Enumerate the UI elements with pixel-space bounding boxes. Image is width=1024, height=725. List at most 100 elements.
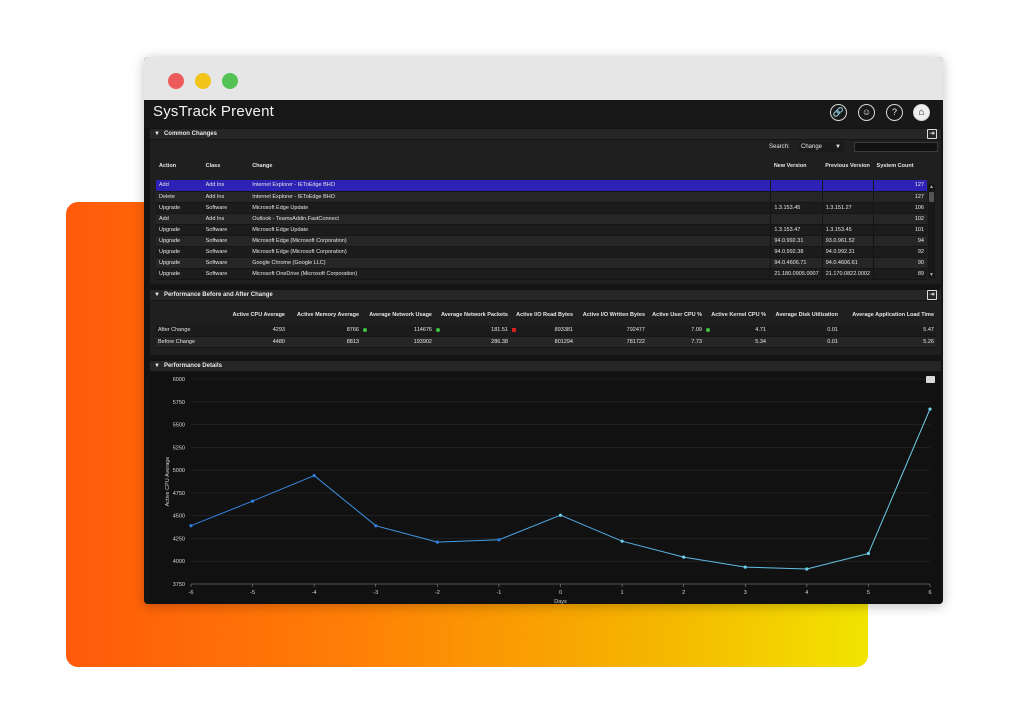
performance-details-header[interactable]: ▼ Performance Details: [150, 361, 941, 371]
data-point: [497, 538, 501, 542]
cell-system-count: 90: [873, 257, 927, 269]
cell-class: Software: [202, 246, 250, 258]
metric-value: 792477: [626, 327, 645, 334]
scrollbar-thumb[interactable]: [929, 192, 934, 202]
export-icon[interactable]: ⇥: [927, 290, 937, 300]
section-title: Performance Details: [163, 363, 222, 369]
column-header-active-kernel-cpu[interactable]: Active Kernel CPU %: [711, 312, 766, 318]
export-icon[interactable]: ⇥: [927, 129, 937, 139]
column-header-change[interactable]: Change: [252, 163, 273, 169]
metric-value: 5.34: [755, 338, 766, 345]
x-tick-label: 0: [559, 590, 562, 596]
metric-value: 193902: [413, 338, 432, 345]
metric-cell-content: 0.01: [770, 327, 838, 333]
close-window-button[interactable]: [168, 73, 184, 89]
metric-cell: 8766: [287, 325, 361, 337]
column-header-average-application-load-time[interactable]: Average Application Load Time: [852, 312, 934, 318]
metric-cell: 114676: [361, 325, 434, 337]
performance-header[interactable]: ▼ Performance Before and After Change ⇥: [150, 290, 941, 300]
y-tick-label: 4000: [173, 559, 185, 565]
menu-icon[interactable]: [926, 376, 935, 383]
help-icon[interactable]: ?: [886, 104, 903, 121]
column-header-average-network-usage[interactable]: Average Network Usage: [369, 312, 432, 318]
data-point: [312, 473, 316, 478]
cell-system-count: 92: [873, 246, 927, 258]
metric-cell-content: 801294: [512, 339, 573, 345]
column-header-action[interactable]: Action: [159, 163, 177, 169]
cell-action: Upgrade: [156, 224, 203, 236]
home-icon[interactable]: ⌂: [913, 104, 930, 121]
cell-previous-version: [821, 213, 874, 225]
cell-class: Add Ins: [202, 180, 250, 192]
column-header-active-io-read-bytes[interactable]: Active I/O Read Bytes: [516, 312, 573, 318]
common-changes-table: Action Class Change New Version Previous…: [156, 163, 927, 280]
column-header-active-cpu-average[interactable]: Active CPU Average: [232, 312, 285, 318]
metric-cell-content: 893381: [512, 327, 573, 333]
cell-new-version: 94.0.992.31: [770, 235, 823, 247]
cell-class: Software: [202, 202, 250, 214]
link-icon[interactable]: 🔗: [830, 104, 847, 121]
app-window: SysTrack Prevent 🔗 ☺ ? ⌂ ▼ Common Changes…: [144, 57, 943, 604]
column-header-class[interactable]: Class: [205, 163, 221, 169]
table-row[interactable]: Upgrade Software Microsoft Edge Update 1.3.…: [156, 224, 927, 236]
common-changes-header[interactable]: ▼ Common Changes ⇥: [150, 129, 941, 139]
table-row[interactable]: Upgrade Software Microsoft Edge (Microsoft…: [156, 235, 927, 247]
cell-new-version: 1.3.153.45: [770, 202, 823, 214]
cell-class: Add Ins: [202, 213, 250, 225]
metric-cell-content: 792477: [577, 327, 645, 333]
cell-action: Upgrade: [156, 268, 203, 280]
table-row[interactable]: Upgrade Software Microsoft Edge (Microsoft…: [156, 246, 927, 258]
cell-previous-version: 1.3.151.27: [821, 202, 874, 214]
table-scrollbar[interactable]: ▲ ▼: [928, 184, 935, 278]
table-row[interactable]: Upgrade Software Google Chrome (Google LLC…: [156, 257, 927, 269]
cell-new-version: [770, 213, 823, 225]
table-row[interactable]: Upgrade Software Microsoft OneDrive (Micro…: [156, 268, 927, 280]
x-tick-label: -5: [250, 590, 255, 596]
y-tick-label: 4750: [173, 491, 185, 497]
metric-value: 801294: [554, 338, 573, 345]
column-header-active-memory-average[interactable]: Active Memory Average: [297, 312, 359, 318]
minimize-window-button[interactable]: [195, 73, 211, 89]
column-header-average-disk-utilization[interactable]: Average Disk Utilization: [775, 312, 838, 318]
column-header-system-count[interactable]: System Count: [876, 163, 914, 169]
table-row[interactable]: Add Add Ins Outlook - TeamsAddin.FastConne…: [156, 213, 927, 225]
table-row[interactable]: Delete Add Ins Internet Explorer - IEToEdg…: [156, 191, 927, 203]
metric-cell-content: 4.71: [706, 327, 766, 333]
search-field-select[interactable]: Change ▼: [798, 142, 844, 152]
metric-value: 7.73: [691, 338, 702, 345]
cell-change: Microsoft Edge Update: [249, 202, 771, 214]
search-input[interactable]: [854, 142, 938, 152]
data-point: [558, 513, 563, 517]
cell-new-version: 94.0.4606.71: [770, 257, 823, 269]
metric-cell-content: 4480: [213, 339, 285, 345]
x-tick-label: -3: [373, 590, 378, 596]
smiley-icon[interactable]: ☺: [858, 104, 875, 121]
x-axis-label: Days: [554, 599, 567, 604]
metric-cell: 781722: [575, 336, 647, 348]
column-header-average-network-packets[interactable]: Average Network Packets: [440, 312, 508, 318]
cell-action: Upgrade: [156, 202, 203, 214]
scroll-down-icon[interactable]: ▼: [929, 272, 934, 278]
cell-previous-version: 94.0.992.31: [821, 246, 874, 258]
cell-system-count: 127: [873, 180, 927, 192]
maximize-window-button[interactable]: [222, 73, 238, 89]
cell-action: Upgrade: [156, 257, 203, 269]
column-header-new-version[interactable]: New Version: [773, 163, 807, 169]
metric-value: 7.09: [691, 327, 702, 334]
app-header: SysTrack Prevent 🔗 ☺ ? ⌂: [144, 100, 943, 128]
column-header-active-user-cpu[interactable]: Active User CPU %: [652, 312, 702, 318]
scroll-up-icon[interactable]: ▲: [929, 184, 934, 190]
column-header-previous-version[interactable]: Previous Version: [825, 163, 870, 169]
metric-value: 114676: [414, 327, 432, 334]
y-tick-label: 3750: [173, 582, 185, 588]
collapse-triangle-icon: ▼: [154, 363, 160, 369]
cell-system-count: 94: [873, 235, 927, 247]
table-row[interactable]: Add Add Ins Internet Explorer - IEToEdge B…: [156, 180, 927, 192]
window-titlebar: [144, 57, 943, 100]
column-header-active-io-written-bytes[interactable]: Active I/O Written Bytes: [582, 312, 645, 318]
metric-value: 0.01: [827, 327, 838, 334]
table-row[interactable]: Upgrade Software Microsoft Edge Update 1.3.…: [156, 202, 927, 214]
cell-class: Add Ins: [202, 191, 250, 203]
section-title: Common Changes: [163, 131, 217, 137]
x-tick-label: 2: [682, 590, 685, 596]
